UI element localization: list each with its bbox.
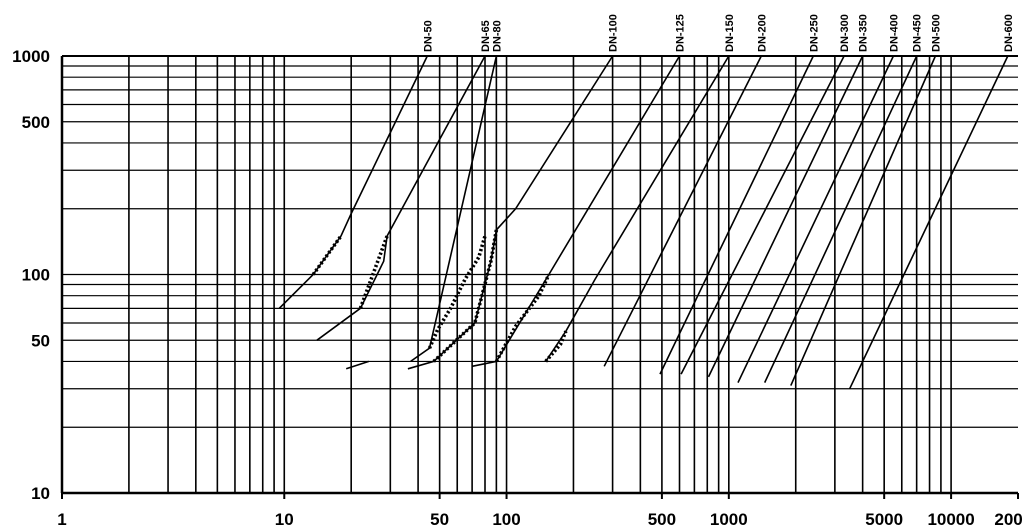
series-label: DN-80 <box>491 20 503 52</box>
chart-series <box>278 55 1009 390</box>
series-label: DN-350 <box>858 14 870 52</box>
x-tick-label: 20000 <box>994 510 1023 529</box>
x-tick-label: 10000 <box>927 510 974 529</box>
series-line <box>316 55 486 341</box>
series-label: DN-65 <box>480 20 492 52</box>
series-line <box>737 55 895 383</box>
series-label: DN-600 <box>1003 14 1015 52</box>
y-tick-label: 100 <box>22 266 50 285</box>
series-line <box>603 55 763 367</box>
chart-labels: 1 10 50 100 500 1000 5000 10000 20000 10 50 100 500 1… <box>12 14 1023 529</box>
series-label: DN-50 <box>422 20 434 52</box>
series-line <box>763 55 918 383</box>
chart-axes <box>60 55 1019 499</box>
series-label: DN-500 <box>930 14 942 52</box>
series-line <box>707 55 864 378</box>
x-tick-label: 100 <box>492 510 520 529</box>
y-tick-label: 10 <box>31 484 50 503</box>
series-dotted-segment <box>427 235 487 349</box>
x-tick-label: 500 <box>648 510 676 529</box>
series-label: DN-400 <box>888 14 900 52</box>
x-tick-label: 50 <box>430 510 449 529</box>
y-tick-label: 1000 <box>12 47 50 66</box>
series-label: DN-300 <box>839 14 851 52</box>
y-tick-label: 50 <box>31 331 50 350</box>
series-dotted-segment <box>358 235 389 309</box>
series-tail <box>345 360 370 370</box>
series-line <box>278 55 429 309</box>
series-line <box>471 55 681 368</box>
series-line <box>659 55 815 375</box>
series-dotted-segment <box>544 330 568 363</box>
y-tick-label: 500 <box>22 113 50 132</box>
series-dotted-segment <box>432 229 499 363</box>
series-dotted-segment <box>311 234 343 276</box>
x-tick-label: 5000 <box>865 510 903 529</box>
series-label: DN-450 <box>912 14 924 52</box>
series-line <box>680 55 845 375</box>
series-line <box>848 55 1009 390</box>
series-line <box>407 55 614 370</box>
series-label: DN-250 <box>808 14 820 52</box>
series-line <box>545 55 730 362</box>
series-label: DN-100 <box>608 14 620 52</box>
x-tick-label: 1000 <box>710 510 748 529</box>
x-tick-label: 1 <box>57 510 66 529</box>
series-line <box>790 55 937 386</box>
chart-grid <box>62 56 1018 493</box>
series-label: DN-150 <box>724 14 736 52</box>
x-tick-label: 10 <box>275 510 294 529</box>
series-label: DN-200 <box>756 14 768 52</box>
series-label: DN-125 <box>675 14 687 52</box>
series-dotted-segment <box>494 273 551 363</box>
